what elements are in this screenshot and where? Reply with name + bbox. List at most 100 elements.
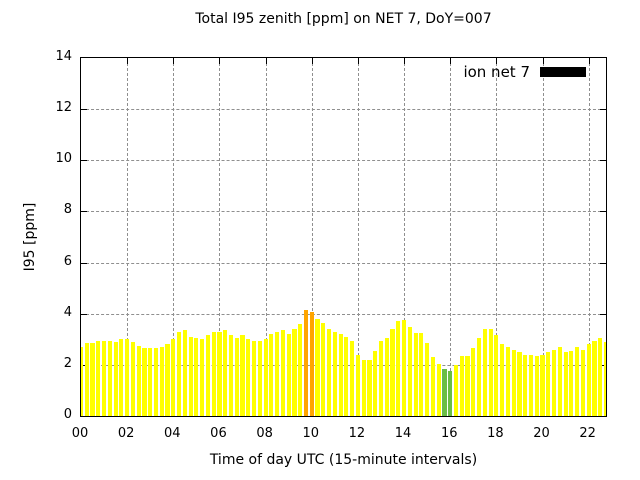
x-gridline [496, 58, 498, 416]
y-tick-right [600, 262, 606, 264]
x-tick-label: 16 [440, 426, 458, 441]
bar [159, 346, 164, 416]
bar [488, 329, 493, 416]
x-tick-top [173, 58, 175, 64]
bar [280, 330, 285, 416]
x-tick-top [219, 58, 221, 64]
bar [603, 341, 606, 416]
bar [425, 343, 430, 416]
bar [165, 344, 170, 416]
x-gridline [127, 58, 129, 416]
x-tick-label: 00 [71, 426, 89, 441]
x-tick-label: 18 [487, 426, 504, 441]
bar [407, 326, 412, 416]
bar [234, 338, 239, 416]
bar [505, 346, 510, 416]
bar [309, 312, 314, 416]
y-tick-label: 0 [63, 407, 72, 422]
bar [275, 331, 280, 416]
bar [580, 349, 585, 416]
bar [90, 343, 95, 416]
y-tick-left [81, 262, 87, 264]
bar [136, 345, 141, 416]
bar [125, 339, 130, 416]
bar [442, 368, 447, 416]
bar [101, 340, 107, 416]
y-tick-left [81, 109, 87, 111]
bar [517, 352, 522, 416]
x-tick-top [265, 58, 267, 64]
y-tick-label: 6 [63, 253, 72, 269]
chart-title: Total I95 zenith [ppm] on NET 7, DoY=007 [195, 11, 492, 27]
x-gridline [357, 58, 359, 416]
y-tick-label: 12 [55, 100, 72, 116]
bar [303, 309, 309, 416]
bar [107, 340, 112, 416]
x-tick-label: 04 [164, 426, 181, 441]
bar [534, 355, 539, 416]
bar [586, 344, 591, 416]
y-tick-label: 14 [55, 49, 72, 64]
x-tick-label: 12 [348, 426, 366, 441]
x-tick-top [311, 58, 313, 64]
bar [148, 348, 153, 416]
y-tick-right [600, 211, 606, 213]
bar [344, 336, 349, 416]
bar [471, 348, 476, 416]
y-gridline [81, 262, 606, 264]
bar [592, 340, 597, 416]
bar [119, 339, 124, 416]
y-gridline [81, 313, 606, 315]
x-tick-label: 02 [117, 426, 135, 441]
x-tick-top [357, 58, 359, 64]
y-tick-left [81, 160, 87, 162]
bar [500, 344, 505, 416]
x-gridline [588, 58, 590, 416]
y-tick-right [600, 160, 606, 162]
bar [448, 371, 453, 416]
y-gridline [81, 160, 606, 162]
bar [546, 352, 551, 416]
bar [482, 329, 487, 416]
y-tick-label: 10 [55, 151, 72, 167]
x-tick-label: 22 [579, 426, 596, 441]
x-axis-label: Time of day UTC (15-minute intervals) [209, 452, 478, 468]
bar [217, 331, 222, 416]
bar [378, 340, 384, 416]
bar [326, 329, 332, 416]
bar [205, 335, 210, 416]
bar [153, 348, 159, 416]
x-tick-label: 14 [394, 426, 412, 441]
x-gridline [219, 58, 221, 416]
bar [413, 332, 418, 416]
y-tick-right [600, 364, 606, 366]
bar [176, 331, 182, 416]
bar [430, 357, 435, 416]
x-tick-top [127, 58, 129, 64]
y-tick-left [81, 313, 87, 315]
legend-swatch [540, 67, 586, 77]
legend: ion net 7 [463, 63, 586, 81]
x-tick-top [404, 58, 406, 64]
bar [84, 343, 89, 416]
legend-label: ion net 7 [463, 63, 530, 81]
y-tick-right [600, 313, 606, 315]
bar [298, 323, 303, 416]
x-gridline [542, 58, 544, 416]
bar [188, 336, 193, 416]
y-tick-left [81, 364, 87, 366]
bar [240, 335, 245, 416]
bar [557, 346, 562, 416]
bar [171, 339, 176, 416]
x-tick-top [542, 58, 544, 64]
y-tick-label: 8 [63, 202, 72, 218]
bar [96, 340, 101, 416]
y-gridline [81, 364, 606, 366]
bar [384, 338, 389, 416]
bar [286, 334, 291, 416]
x-gridline [173, 58, 175, 416]
bar [551, 349, 557, 416]
bar [211, 331, 216, 416]
bar [575, 346, 580, 416]
